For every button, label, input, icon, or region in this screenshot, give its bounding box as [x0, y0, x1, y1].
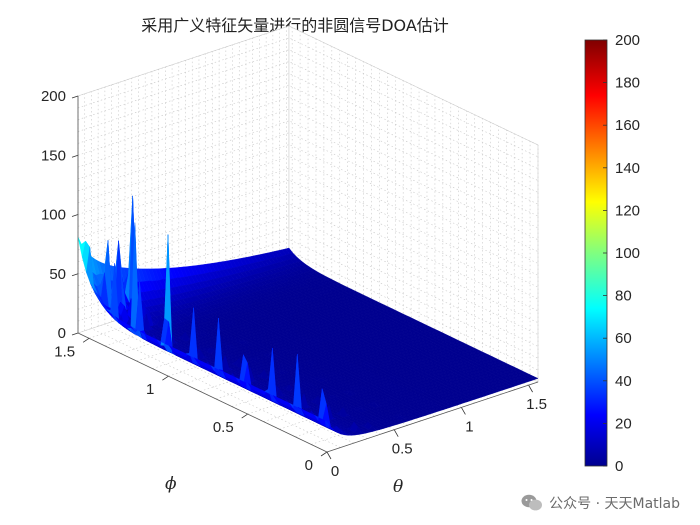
x-tick-label: 1 — [465, 418, 473, 435]
colorbar-tick-label: 0 — [615, 458, 623, 475]
x-tick — [326, 451, 332, 460]
x-tick — [393, 429, 399, 437]
surface-patch — [322, 404, 331, 427]
colorbar-tick-label: 60 — [615, 330, 632, 347]
colorbar-tick-label: 100 — [615, 245, 640, 262]
z-tick-label: 50 — [49, 266, 66, 283]
z-tick — [71, 273, 79, 277]
x-tick-label: 0 — [331, 463, 339, 480]
x-tick-label: 0.5 — [392, 441, 413, 458]
axis-line — [326, 381, 539, 453]
z-tick-label: 150 — [41, 147, 66, 164]
axis-line — [77, 332, 328, 453]
colorbar-tick-label: 80 — [615, 288, 632, 305]
surface-layer — [77, 195, 539, 436]
y-tick — [82, 337, 90, 343]
y-axis-label: ϕ — [165, 474, 177, 494]
x-tick — [461, 407, 466, 415]
y-tick-label: 1 — [146, 381, 154, 398]
colorbar-tick-label: 20 — [615, 415, 632, 432]
y-tick — [162, 375, 169, 381]
colorbar-tick-label: 120 — [615, 202, 640, 219]
wechat-icon — [521, 494, 543, 511]
colorbar-tick-label: 200 — [615, 32, 640, 49]
y-tick-label: 1.5 — [54, 343, 75, 360]
watermark: 公众号 · 天天Matlab — [521, 493, 680, 513]
y-tick-label: 0.5 — [213, 419, 234, 436]
chart-title: 采用广义特征矢量进行的非圆信号DOA估计 — [141, 16, 449, 35]
z-tick — [71, 95, 79, 99]
x-tick — [528, 384, 533, 393]
watermark-text: 公众号 · 天天Matlab — [549, 496, 680, 512]
z-tick-label: 0 — [58, 325, 66, 342]
colorbar: 0 20 40 60 80 100 120 140 160 180 200 — [584, 32, 640, 475]
z-tick-label: 200 — [41, 88, 66, 105]
x-tick-label: 1.5 — [526, 396, 547, 413]
colorbar-tick-label: 160 — [615, 117, 640, 134]
z-tick — [71, 332, 79, 336]
y-tick — [241, 413, 248, 419]
y-tick-label: 0 — [305, 457, 313, 474]
y-tick — [320, 451, 328, 457]
z-tick — [71, 214, 79, 217]
colorbar-tick-label: 40 — [615, 373, 632, 390]
colorbar-tick-label: 140 — [615, 160, 640, 177]
z-tick-label: 100 — [41, 207, 66, 224]
colorbar-tick-label: 180 — [615, 75, 640, 92]
colorbar-ticks: 0 20 40 60 80 100 120 140 160 180 200 — [603, 32, 640, 475]
z-tick — [71, 154, 79, 158]
x-axis-label: θ — [393, 477, 403, 497]
